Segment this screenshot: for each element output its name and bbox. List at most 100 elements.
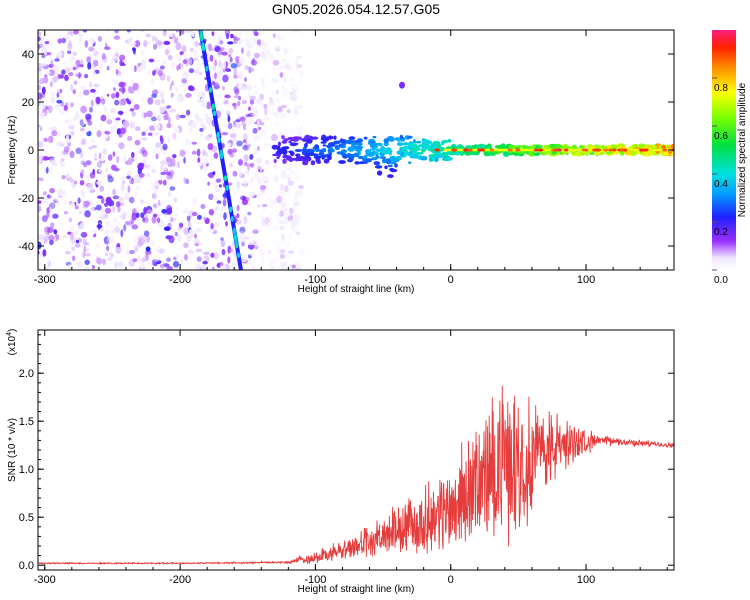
band-cell [444, 157, 451, 161]
y-tick-label: -20 [18, 193, 34, 205]
noise-cell [82, 30, 87, 33]
band-cell [413, 143, 418, 149]
track-cell [225, 184, 229, 191]
band-cell [322, 148, 327, 151]
noise-cell [133, 175, 141, 180]
noise-cell [216, 40, 221, 44]
noise-cell [84, 259, 90, 266]
noise-cell [287, 190, 291, 197]
noise-cell [218, 184, 222, 188]
noise-cell [112, 188, 116, 196]
band-cell [327, 154, 332, 161]
band-cell [415, 140, 422, 144]
noise-cell [89, 81, 92, 89]
noise-cell [74, 229, 79, 236]
band-cell [321, 155, 325, 160]
band-cell [354, 161, 360, 165]
band-cell [381, 150, 386, 154]
noise-cell [217, 203, 220, 207]
noise-cell [203, 216, 207, 221]
noise-cell [98, 152, 102, 159]
band-cell [282, 150, 288, 155]
noise-cell [273, 112, 279, 117]
noise-cell [280, 201, 287, 209]
noise-cell [266, 93, 270, 98]
noise-cell [298, 32, 305, 38]
noise-cell [265, 240, 271, 244]
band-cell [419, 155, 428, 161]
noise-cell [115, 91, 120, 99]
noise-cell [160, 175, 164, 179]
colorbar-tick-label: 0.8 [714, 83, 728, 94]
band-cell [394, 163, 398, 168]
noise-cell [131, 212, 137, 221]
noise-cell [296, 55, 303, 59]
noise-cell [211, 72, 214, 80]
noise-cell [155, 244, 160, 252]
noise-cell [185, 30, 192, 33]
noise-cell [115, 201, 121, 208]
noise-cell [236, 140, 243, 147]
noise-cell [44, 149, 49, 155]
noise-cell [228, 47, 234, 54]
track-cell [236, 252, 241, 259]
snr-x-tick-label: -200 [169, 574, 191, 586]
noise-cell [69, 226, 75, 232]
noise-cell [274, 97, 282, 103]
band-cell [317, 158, 321, 164]
noise-cell [78, 141, 83, 150]
noise-cell [286, 109, 291, 114]
noise-cell [263, 177, 271, 184]
noise-cell [57, 201, 60, 206]
noise-cell [224, 156, 228, 163]
band-cell [500, 143, 506, 148]
noise-cell [169, 186, 176, 191]
noise-cell [275, 214, 281, 221]
noise-cell [93, 154, 98, 159]
noise-cell [140, 212, 145, 219]
noise-cell [176, 94, 182, 103]
noise-cell [295, 177, 300, 182]
noise-cell [118, 81, 125, 88]
noise-cell [122, 120, 130, 128]
noise-cell [253, 245, 259, 250]
noise-cell [199, 71, 203, 76]
noise-cell [117, 206, 121, 213]
band-cell [502, 151, 510, 157]
noise-cell [262, 207, 266, 212]
noise-cell [41, 86, 46, 95]
noise-cell [288, 46, 293, 53]
band-cell [273, 159, 277, 163]
noise-cell [68, 72, 74, 76]
noise-cell [279, 204, 286, 210]
noise-cell [113, 54, 119, 61]
noise-cell [226, 102, 231, 110]
noise-cell [91, 145, 98, 149]
noise-cell [245, 113, 251, 118]
noise-cell [50, 91, 57, 97]
noise-cell [267, 195, 273, 202]
noise-cell [64, 33, 71, 40]
noise-cell [203, 158, 209, 165]
band-cell [287, 157, 291, 161]
noise-cell [153, 123, 161, 131]
band-peak-cell [596, 148, 602, 152]
noise-cell [191, 211, 198, 217]
noise-cell [129, 40, 136, 47]
band-cell [563, 143, 568, 149]
noise-cell [284, 241, 291, 248]
band-cell [348, 136, 356, 141]
band-cell [314, 154, 318, 158]
noise-cell [275, 245, 281, 253]
noise-cell [223, 99, 227, 106]
noise-cell [38, 158, 42, 164]
noise-cell [101, 174, 107, 178]
noise-cell [43, 191, 47, 196]
noise-cell [72, 51, 78, 56]
band-cell [447, 138, 452, 143]
noise-cell [129, 249, 136, 255]
noise-cell [66, 134, 69, 143]
noise-cell [279, 225, 285, 230]
band-peak-cell [553, 148, 559, 152]
noise-cell [69, 150, 75, 159]
